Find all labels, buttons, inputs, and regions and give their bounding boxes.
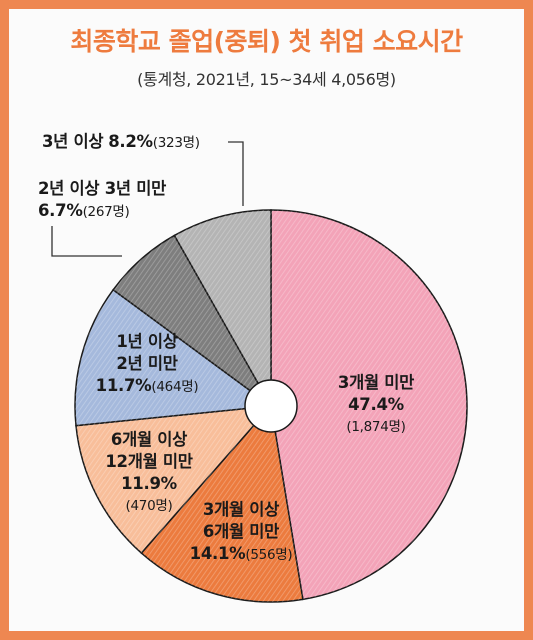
slice-name: 6개월 이상 <box>110 430 188 449</box>
slice-count: (470명) <box>125 498 173 514</box>
slice-count: (464명) <box>151 379 199 395</box>
slice-count: (267명) <box>82 204 130 220</box>
pie-slice-hatch-6-to-12-months <box>75 406 272 554</box>
slice-name: 2년 이상 3년 미만 <box>38 179 166 198</box>
slice-count: (1,874명) <box>346 419 406 435</box>
pie-slice-hatch-2-to-3-years <box>113 235 271 406</box>
chart-subtitle: (통계청, 2021년, 15~34세 4,056명) <box>137 70 396 89</box>
pie-slice-hatch-1-to-2-years <box>75 289 271 426</box>
slice-name: 3개월 미만 <box>337 373 415 392</box>
pie-hatching <box>75 210 468 602</box>
slice-name-line2: 2년 미만 <box>116 354 178 373</box>
slice-percent: 11.9% <box>121 474 177 493</box>
slice-percent: 8.2% <box>108 132 153 151</box>
slice-label-6-to-12-months: 6개월 이상 12개월 미만 11.9% (470명) <box>84 429 214 517</box>
chart-title: 최종학교 졸업(중퇴) 첫 취업 소요시간 <box>70 27 463 56</box>
slice-count: (556명) <box>245 547 293 563</box>
slice-count: (323명) <box>152 135 200 151</box>
slice-percent: 6.7% <box>38 201 83 220</box>
slice-name: 1년 이상 <box>116 332 178 351</box>
slice-percent: 11.7% <box>95 376 152 395</box>
slice-name-line2: 6개월 미만 <box>202 522 280 541</box>
slice-label-3-to-6-months: 3개월 이상 6개월 미만 14.1%(556명) <box>166 499 316 566</box>
slice-name-line2: 12개월 미만 <box>105 452 193 471</box>
pie-slice-hatch-3-to-6-months <box>141 406 303 602</box>
leader-line-over-3-years <box>228 141 244 206</box>
slice-percent: 14.1% <box>189 544 246 563</box>
slice-label-1-to-2-years: 1년 이상 2년 미만 11.7%(464명) <box>72 331 222 398</box>
pie-slice-hatch-over-3-years <box>174 210 271 406</box>
pie-slice-hatch-under-3-months <box>271 210 468 600</box>
slice-label-over-3-years: 3년 이상 8.2%(323명) <box>42 131 232 154</box>
leader-line-2-to-3-years <box>51 226 122 257</box>
pie-center-hole <box>244 379 298 433</box>
slice-name: 3개월 이상 <box>202 500 280 519</box>
slice-label-2-to-3-years: 2년 이상 3년 미만 6.7%(267명) <box>38 178 238 223</box>
slice-label-under-3-months: 3개월 미만 47.4% (1,874명) <box>316 372 436 438</box>
slice-percent: 47.4% <box>348 395 404 414</box>
slice-name: 3년 이상 <box>42 132 104 151</box>
